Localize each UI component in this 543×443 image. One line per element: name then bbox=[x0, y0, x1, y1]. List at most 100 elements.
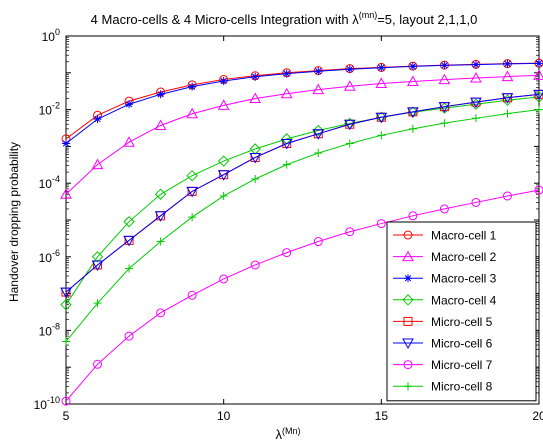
y-axis-label: Handover dropping probability bbox=[7, 142, 21, 302]
legend-entry: Macro-cell 1 bbox=[393, 229, 497, 243]
data-point bbox=[501, 70, 514, 82]
data-point bbox=[503, 59, 512, 68]
data-point bbox=[154, 188, 167, 200]
data-point bbox=[60, 298, 72, 311]
data-point bbox=[280, 138, 293, 150]
series-3 bbox=[62, 59, 543, 148]
series-line bbox=[65, 109, 540, 342]
data-point bbox=[154, 119, 167, 130]
data-point bbox=[377, 131, 386, 140]
data-point bbox=[217, 99, 230, 110]
data-point bbox=[91, 260, 104, 271]
legend-marker bbox=[402, 294, 414, 306]
y-tick-label: 10-4 bbox=[39, 174, 60, 191]
data-point bbox=[314, 67, 323, 76]
data-point bbox=[251, 175, 260, 184]
data-point bbox=[123, 136, 135, 147]
data-point bbox=[314, 149, 323, 158]
data-point bbox=[407, 75, 419, 87]
series-7 bbox=[61, 185, 543, 406]
data-point bbox=[125, 264, 134, 273]
data-point bbox=[282, 248, 292, 258]
data-point bbox=[60, 188, 72, 199]
legend-marker bbox=[402, 250, 414, 262]
data-point bbox=[440, 61, 449, 70]
data-point bbox=[343, 119, 356, 131]
data-point bbox=[502, 191, 512, 201]
data-point bbox=[249, 92, 262, 104]
data-point bbox=[375, 112, 388, 124]
data-point bbox=[345, 139, 354, 148]
data-point bbox=[186, 169, 198, 182]
legend-entry: Macro-cell 3 bbox=[393, 272, 497, 286]
y-tick-label: 10-6 bbox=[39, 248, 60, 265]
data-point bbox=[312, 129, 325, 140]
data-point bbox=[345, 227, 355, 237]
x-axis-label: λ(Mn) bbox=[276, 426, 301, 442]
data-point bbox=[250, 260, 260, 270]
series-2 bbox=[60, 69, 543, 199]
data-point bbox=[219, 274, 229, 284]
data-point bbox=[533, 91, 543, 103]
data-point bbox=[154, 211, 167, 222]
data-point bbox=[186, 186, 198, 198]
legend-label: Macro-cell 3 bbox=[431, 272, 497, 286]
series-line bbox=[65, 96, 540, 305]
data-point bbox=[188, 213, 197, 222]
data-point bbox=[123, 215, 135, 228]
legend-label: Macro-cell 1 bbox=[431, 229, 497, 243]
legend-entry: Micro-cell 5 bbox=[393, 315, 493, 329]
data-point bbox=[188, 82, 197, 91]
data-point bbox=[280, 87, 293, 99]
series-layer bbox=[60, 58, 543, 406]
y-tick-label: 10-8 bbox=[39, 321, 60, 338]
series-line bbox=[65, 62, 540, 144]
data-point bbox=[408, 124, 417, 133]
data-point bbox=[377, 63, 386, 72]
data-point bbox=[470, 72, 482, 83]
data-point bbox=[470, 97, 482, 109]
data-point bbox=[125, 100, 134, 109]
legend-label: Micro-cell 7 bbox=[431, 358, 493, 372]
data-point bbox=[471, 60, 480, 69]
data-point bbox=[61, 396, 71, 406]
data-point bbox=[535, 59, 543, 68]
data-point bbox=[186, 107, 198, 119]
data-point bbox=[408, 62, 417, 71]
data-point bbox=[91, 158, 104, 170]
legend-entry: Micro-cell 8 bbox=[393, 380, 493, 394]
y-tick-label: 10-10 bbox=[34, 395, 60, 412]
data-point bbox=[93, 299, 102, 308]
legend-marker bbox=[403, 360, 413, 370]
series-line bbox=[65, 74, 540, 195]
legend-label: Macro-cell 2 bbox=[431, 250, 497, 264]
data-point bbox=[439, 204, 449, 214]
data-point bbox=[282, 69, 291, 78]
data-point bbox=[312, 83, 325, 95]
data-point bbox=[156, 90, 165, 99]
data-point bbox=[217, 170, 230, 181]
data-point bbox=[533, 89, 543, 101]
y-tick-label: 10-2 bbox=[39, 101, 60, 118]
legend-label: Micro-cell 8 bbox=[431, 380, 493, 394]
legend-marker bbox=[403, 316, 413, 326]
data-point bbox=[440, 119, 449, 128]
data-point bbox=[156, 237, 165, 246]
data-point bbox=[345, 65, 354, 74]
legend-label: Micro-cell 6 bbox=[431, 337, 493, 351]
data-point bbox=[282, 160, 291, 169]
data-point bbox=[124, 331, 134, 341]
data-point bbox=[62, 139, 70, 148]
x-tick-label: 5 bbox=[63, 409, 70, 423]
x-tick-label: 15 bbox=[375, 409, 389, 423]
legend-marker bbox=[404, 274, 412, 283]
series-line bbox=[65, 93, 540, 293]
legend-marker bbox=[403, 230, 413, 240]
data-point bbox=[60, 287, 72, 299]
x-tick-label: 10 bbox=[217, 409, 231, 423]
series-line bbox=[65, 189, 540, 402]
data-point bbox=[249, 143, 261, 155]
data-point bbox=[156, 308, 166, 318]
legend: Macro-cell 1 Macro-cell 2 Macro-cell 3 Macr… bbox=[386, 221, 537, 402]
data-point bbox=[91, 251, 104, 263]
